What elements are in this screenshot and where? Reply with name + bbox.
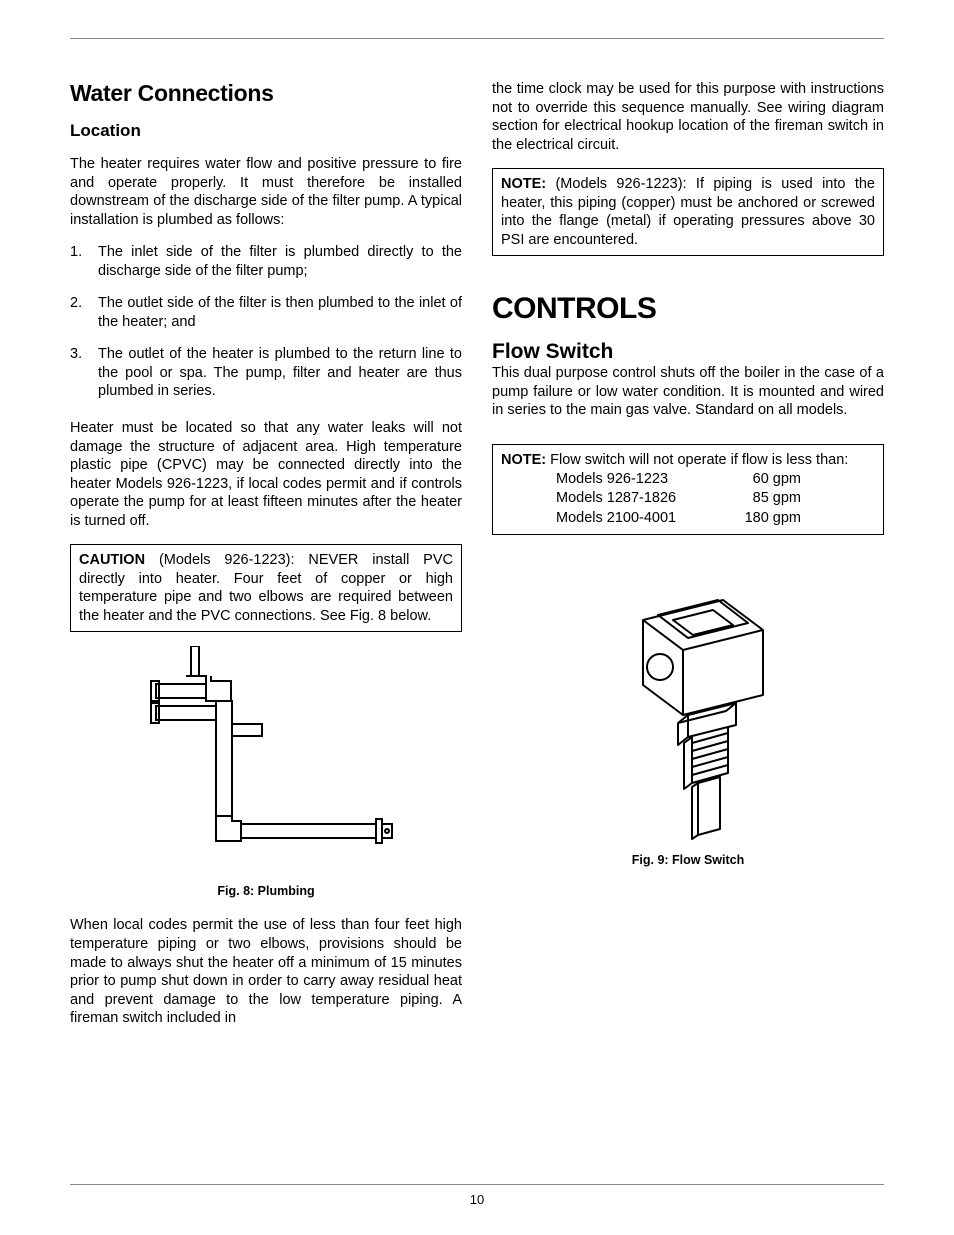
location-intro-paragraph: The heater requires water flow and posit… [70,155,462,229]
right-column: the time clock may be used for this purp… [492,70,884,1160]
table-row: Models 1287-1826 85 gpm [556,489,875,509]
controls-heading: CONTROLS [492,292,884,326]
list-item: 1. The inlet side of the filter is plumbe… [70,243,462,280]
plumbing-diagram-icon [136,646,396,876]
plumbing-steps-list: 1. The inlet side of the filter is plumbe… [70,243,462,415]
figure-9: Fig. 9: Flow Switch [492,575,884,867]
list-number: 2. [70,294,82,313]
model-cell: Models 2100-4001 [556,509,721,529]
gpm-cell: 60 gpm [721,470,801,490]
model-cell: Models 1287-1826 [556,489,721,509]
caution-box: CAUTION (Models 926-1223): NEVER install… [70,544,462,632]
list-text: The inlet side of the filter is plumbed … [98,244,462,279]
note-flow-box: NOTE: Flow switch will not operate if fl… [492,444,884,535]
caution-label: CAUTION [79,552,145,568]
page-number: 10 [0,1192,954,1207]
page-top-rule [70,38,884,39]
list-text: The outlet side of the filter is then pl… [98,295,462,330]
flow-switch-heading: Flow Switch [492,340,884,364]
fireman-switch-paragraph: When local codes permit the use of less … [70,916,462,1027]
note-label: NOTE: [501,176,546,192]
continuation-paragraph: the time clock may be used for this purp… [492,80,884,154]
location-subheading: Location [70,121,462,141]
gpm-cell: 85 gpm [721,489,801,509]
list-item: 3. The outlet of the heater is plumbed to… [70,345,462,401]
page-bottom-rule [70,1184,884,1185]
gpm-cell: 180 gpm [721,509,801,529]
two-column-layout: Water Connections Location The heater re… [70,70,884,1160]
table-row: Models 926-1223 60 gpm [556,470,875,490]
left-column: Water Connections Location The heater re… [70,70,462,1160]
figure-8: Fig. 8: Plumbing [70,646,462,898]
model-cell: Models 926-1223 [556,470,721,490]
note-label: NOTE: [501,452,546,468]
list-number: 3. [70,345,82,364]
note-text: (Models 926-1223): If piping is used int… [501,176,875,248]
figure-9-caption: Fig. 9: Flow Switch [492,853,884,867]
list-item: 2. The outlet side of the filter is then … [70,294,462,331]
note-piping-box: NOTE: (Models 926-1223): If piping is us… [492,168,884,256]
flow-switch-icon [588,575,788,845]
note-text: Flow switch will not operate if flow is … [546,452,848,468]
water-connections-heading: Water Connections [70,80,462,107]
list-number: 1. [70,243,82,262]
table-row: Models 2100-4001 180 gpm [556,509,875,529]
list-text: The outlet of the heater is plumbed to t… [98,346,462,399]
heater-location-paragraph: Heater must be located so that any water… [70,419,462,530]
flow-switch-paragraph: This dual purpose control shuts off the … [492,364,884,420]
figure-8-caption: Fig. 8: Plumbing [70,884,462,898]
flow-rate-table: Models 926-1223 60 gpm Models 1287-1826 … [556,470,875,529]
